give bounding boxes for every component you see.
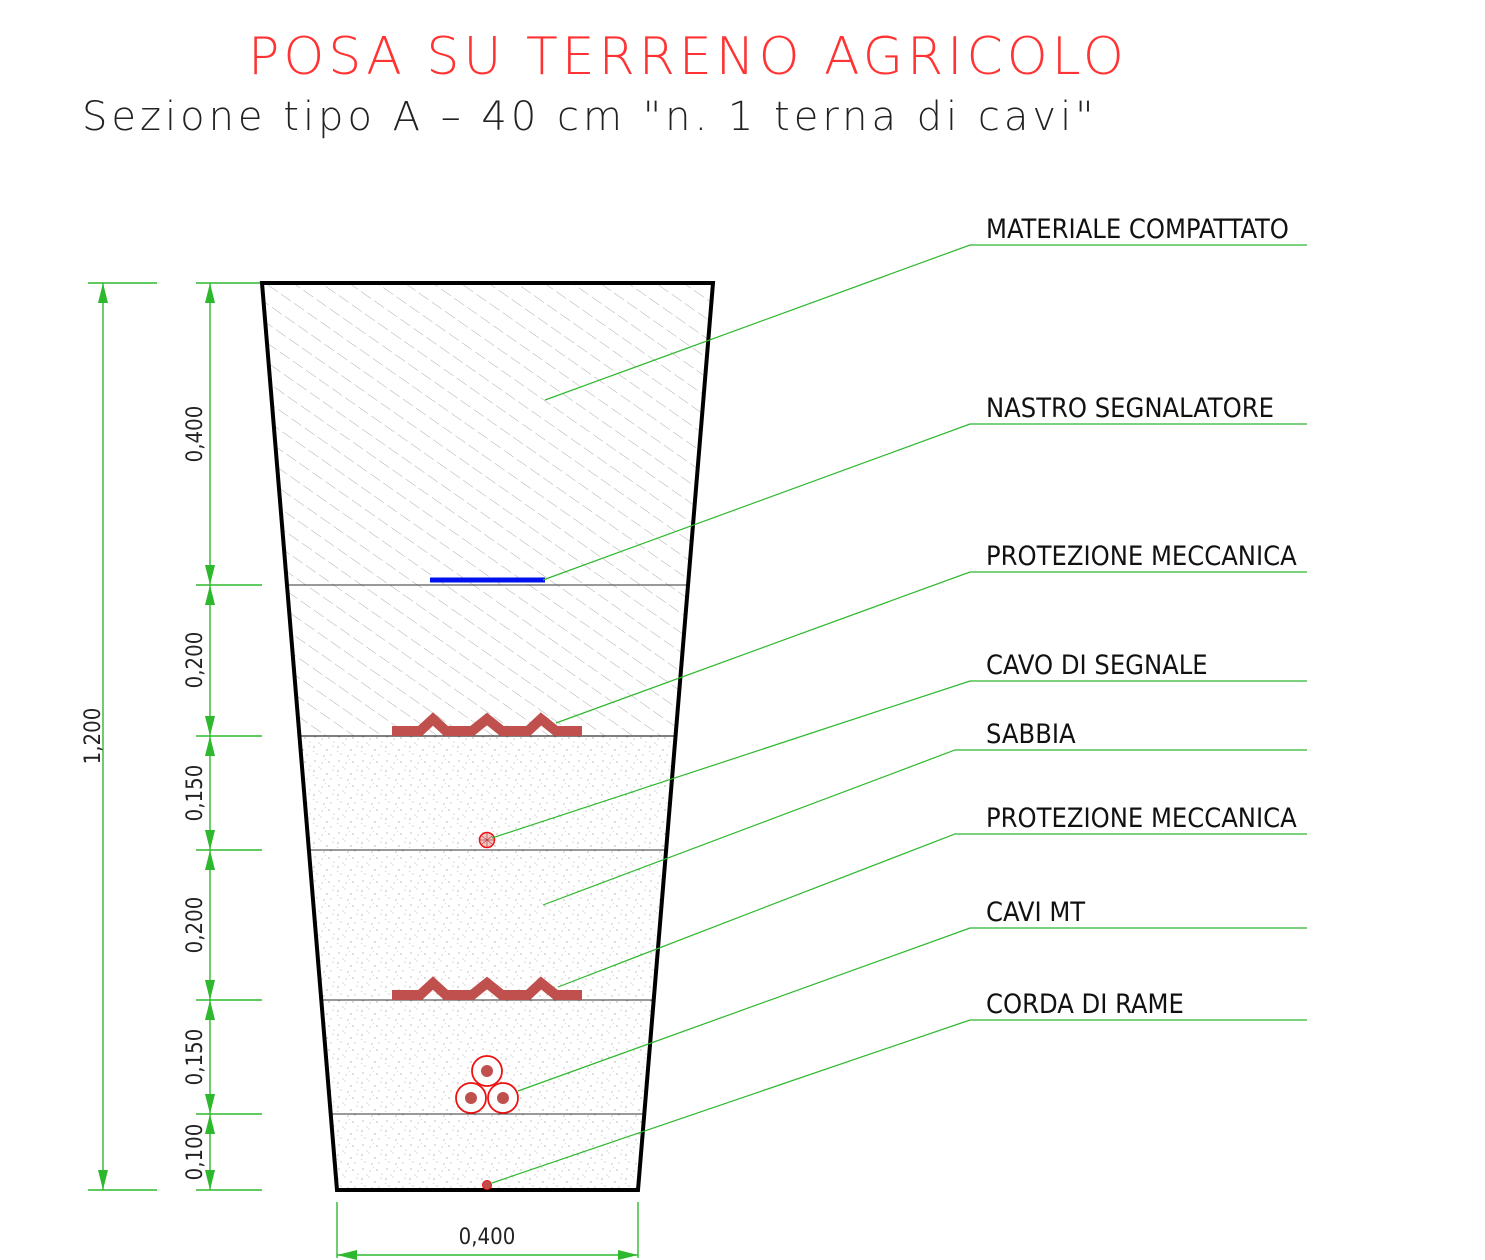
leader-sabbia [542, 749, 1307, 906]
label-nastro-segnalatore: NASTRO SEGNALATORE [986, 393, 1274, 424]
trench-fill [262, 283, 713, 1190]
page-title: POSA SU TERRENO AGRICOLO [248, 27, 1128, 87]
leader-corda-rame [491, 1019, 1307, 1184]
dimension-total [88, 282, 157, 1191]
dimension-layer-6: 0,100 [183, 1124, 208, 1181]
dimension-layer-2: 0,200 [183, 632, 208, 689]
label-protezione-meccanica-1: PROTEZIONE MECCANICA [986, 541, 1297, 572]
dimension-layer-4: 0,200 [183, 897, 208, 954]
leader-materiale-compattato [544, 244, 1307, 401]
signal-cable [478, 831, 496, 849]
leader-nastro-segnalatore [542, 423, 1307, 581]
leaders [491, 244, 1307, 1184]
dimension-layer-5: 0,150 [183, 1029, 208, 1086]
label-protezione-meccanica-2: PROTEZIONE MECCANICA [986, 803, 1297, 834]
mv-cables [455, 1055, 519, 1114]
mechanical-protection-upper [392, 712, 582, 736]
label-cavo-di-segnale: CAVO DI SEGNALE [986, 650, 1208, 681]
copper-rope [482, 1180, 492, 1190]
dimension-total-label: 1,200 [81, 708, 106, 765]
mechanical-protection-lower [392, 976, 582, 1000]
dimension-width-label: 0,400 [459, 1225, 516, 1250]
leader-cavi-mt [517, 927, 1307, 1092]
label-sabbia: SABBIA [986, 719, 1076, 750]
callout-labels: MATERIALE COMPATTATO NASTRO SEGNALATORE … [986, 214, 1297, 1020]
leader-cavo-segnale [491, 680, 1307, 839]
label-materiale-compattato: MATERIALE COMPATTATO [986, 214, 1289, 245]
dimension-layer-1: 0,400 [183, 406, 208, 463]
dimension-layer-3: 0,150 [183, 765, 208, 822]
page-subtitle: Sezione tipo A – 40 cm "n. 1 terna di ca… [82, 94, 1098, 140]
label-cavi-mt: CAVI MT [986, 897, 1085, 928]
leader-protezione-2 [557, 833, 1307, 988]
dimension-layers [196, 282, 262, 1191]
compacted-material-fill [262, 283, 713, 736]
label-corda-di-rame: CORDA DI RAME [986, 989, 1184, 1020]
dimension-width [336, 1202, 639, 1260]
trench-outline [259, 281, 716, 1192]
leader-protezione-1 [555, 571, 1307, 724]
